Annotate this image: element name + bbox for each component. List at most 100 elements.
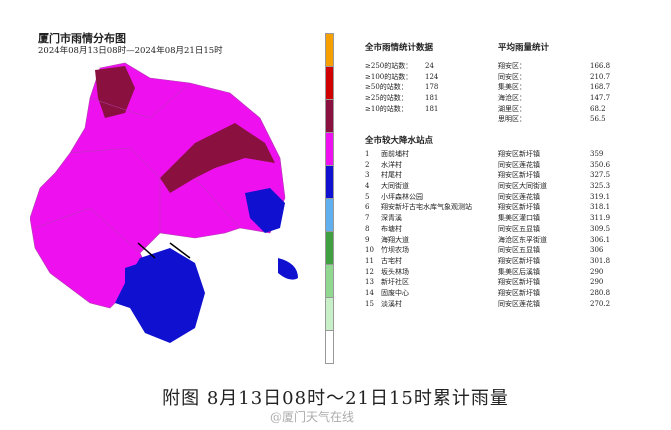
legend-swatch (325, 33, 334, 66)
station-no: 7 (365, 214, 370, 223)
stats-panel: 全市雨情统计数据 ≥250的站数： 24 ≥100的站数： 124 ≥50的站数： 178… (365, 43, 475, 114)
station-name: 淡溪村 (381, 299, 402, 308)
stat-value: 178 (425, 83, 439, 92)
legend-swatch (325, 99, 334, 132)
stat-row: ≥10的站数： 181 (365, 104, 475, 115)
station-area: 同安区五显镇 (498, 246, 540, 255)
district-name: 海沧区： (498, 94, 526, 103)
stat-label: ≥100的站数： (365, 72, 413, 81)
station-area: 同安区莲花镇 (498, 192, 540, 201)
station-area: 同安区莲花镇 (498, 160, 540, 169)
station-row: 1 面前埔村 翔安区新圩镇 359 (365, 149, 615, 160)
avg-title: 平均雨量统计 (498, 43, 550, 53)
district-average: 166.8 (590, 62, 611, 70)
avg-row: 翔安区： 166.8 (498, 61, 618, 72)
station-area: 集美区灌口镇 (498, 214, 540, 223)
rainfall-map (30, 62, 298, 343)
station-value: 290 (590, 278, 604, 287)
station-value: 290 (590, 267, 604, 276)
district-average: 68.2 (590, 104, 606, 113)
station-name: 水洋村 (381, 160, 402, 169)
station-no: 10 (365, 246, 374, 255)
station-no: 1 (365, 150, 370, 158)
district-name: 同安区： (498, 72, 526, 81)
station-value: 309.5 (590, 224, 611, 233)
stations-panel: 全市较大降水站点 1 面前埔村 翔安区新圩镇 359 2 水洋村 同安区莲花镇 350.6 3 村… (365, 136, 615, 309)
map-title: 厦门市雨情分布图 (38, 32, 126, 45)
station-value: 306.1 (590, 235, 611, 244)
station-row: 3 村尾村 翔安区新圩镇 327.5 (365, 170, 615, 181)
station-value: 327.5 (590, 171, 611, 180)
legend-swatch (325, 264, 334, 297)
station-row: 5 小坪森林公园 同安区莲花镇 319.1 (365, 192, 615, 203)
station-no: 2 (365, 160, 370, 169)
region-light-west (125, 263, 142, 298)
station-area: 海沧区东孚街道 (498, 235, 547, 244)
avg-row: 集美区： 168.7 (498, 82, 618, 93)
station-area: 翔安区新圩镇 (498, 150, 540, 158)
station-row: 15 淡溪村 同安区莲花镇 270.2 (365, 299, 615, 310)
district-average: 147.7 (590, 94, 611, 103)
district-average: 210.7 (590, 72, 611, 81)
station-name: 坂头林场 (381, 267, 409, 276)
station-no: 6 (365, 203, 370, 212)
region-light-east (245, 188, 285, 233)
station-area: 同安区大同街道 (498, 182, 547, 191)
station-row: 14 固废中心 翔安区新圩镇 280.8 (365, 288, 615, 299)
legend-swatch (325, 330, 334, 364)
station-name: 海翔大道 (381, 235, 409, 244)
district-name: 思明区： (498, 115, 526, 124)
station-name: 固废中心 (381, 288, 409, 297)
station-no: 12 (365, 267, 374, 276)
station-no: 8 (365, 224, 370, 233)
stat-row: ≥50的站数： 178 (365, 82, 475, 93)
station-name: 竹坝农场 (381, 246, 409, 255)
station-value: 318.1 (590, 203, 611, 212)
station-no: 5 (365, 192, 370, 201)
map-subtitle: 2024年08月13日08时—2024年08月21日15时 (38, 46, 223, 56)
station-area: 同安区五显镇 (498, 224, 540, 233)
legend-swatch (325, 231, 334, 264)
station-no: 13 (365, 278, 374, 287)
station-area: 同安区莲花镇 (498, 299, 540, 308)
station-row: 10 竹坝农场 同安区五显镇 306 (365, 245, 615, 256)
station-no: 14 (365, 288, 374, 297)
avg-panel: 平均雨量统计 翔安区： 166.8 同安区： 210.7 集美区： 168.7 海沧区： 14… (498, 43, 618, 125)
station-row: 7 深青溪 集美区灌口镇 311.9 (365, 213, 615, 224)
color-legend (325, 33, 334, 364)
stat-label: ≥50的站数： (365, 83, 408, 92)
district-name: 湖里区： (498, 104, 526, 113)
stat-row: ≥250的站数： 24 (365, 61, 475, 72)
station-row: 2 水洋村 同安区莲花镇 350.6 (365, 160, 615, 171)
avg-row: 湖里区： 68.2 (498, 104, 618, 115)
station-row: 6 翔安新圩古宅水库气象观测站 翔安区新圩镇 318.1 (365, 202, 615, 213)
station-area: 翔安区新圩镇 (498, 203, 540, 212)
station-row: 8 布塘村 同安区五显镇 309.5 (365, 224, 615, 235)
station-value: 325.3 (590, 182, 611, 191)
station-area: 集美区后溪镇 (498, 267, 540, 276)
station-value: 301.8 (590, 256, 611, 265)
station-no: 15 (365, 299, 374, 308)
station-value: 280.8 (590, 288, 611, 297)
station-no: 11 (365, 256, 374, 265)
stat-value: 24 (425, 62, 434, 70)
station-value: 311.9 (590, 214, 611, 223)
stations-title: 全市较大降水站点 (365, 136, 434, 146)
region-light-island-e (278, 258, 298, 280)
caption: 附图 8月13日08时～21日15时累计雨量 (162, 388, 509, 409)
station-name: 古宅村 (381, 256, 402, 265)
stat-label: ≥25的站数： (365, 94, 408, 103)
stat-value: 181 (425, 104, 439, 113)
stat-value: 124 (425, 72, 439, 81)
district-name: 集美区： (498, 83, 526, 92)
avg-row: 同安区： 210.7 (498, 72, 618, 83)
legend-swatch (325, 165, 334, 198)
stat-label: ≥250的站数： (365, 62, 413, 70)
station-value: 359 (590, 150, 604, 158)
station-no: 3 (365, 171, 370, 180)
station-row: 13 新圩社区 翔安区新圩镇 290 (365, 277, 615, 288)
legend-swatch (325, 198, 334, 231)
watermark: @厦门天气在线 (270, 410, 355, 424)
station-value: 319.1 (590, 192, 611, 201)
region-heavy-north (95, 66, 135, 118)
